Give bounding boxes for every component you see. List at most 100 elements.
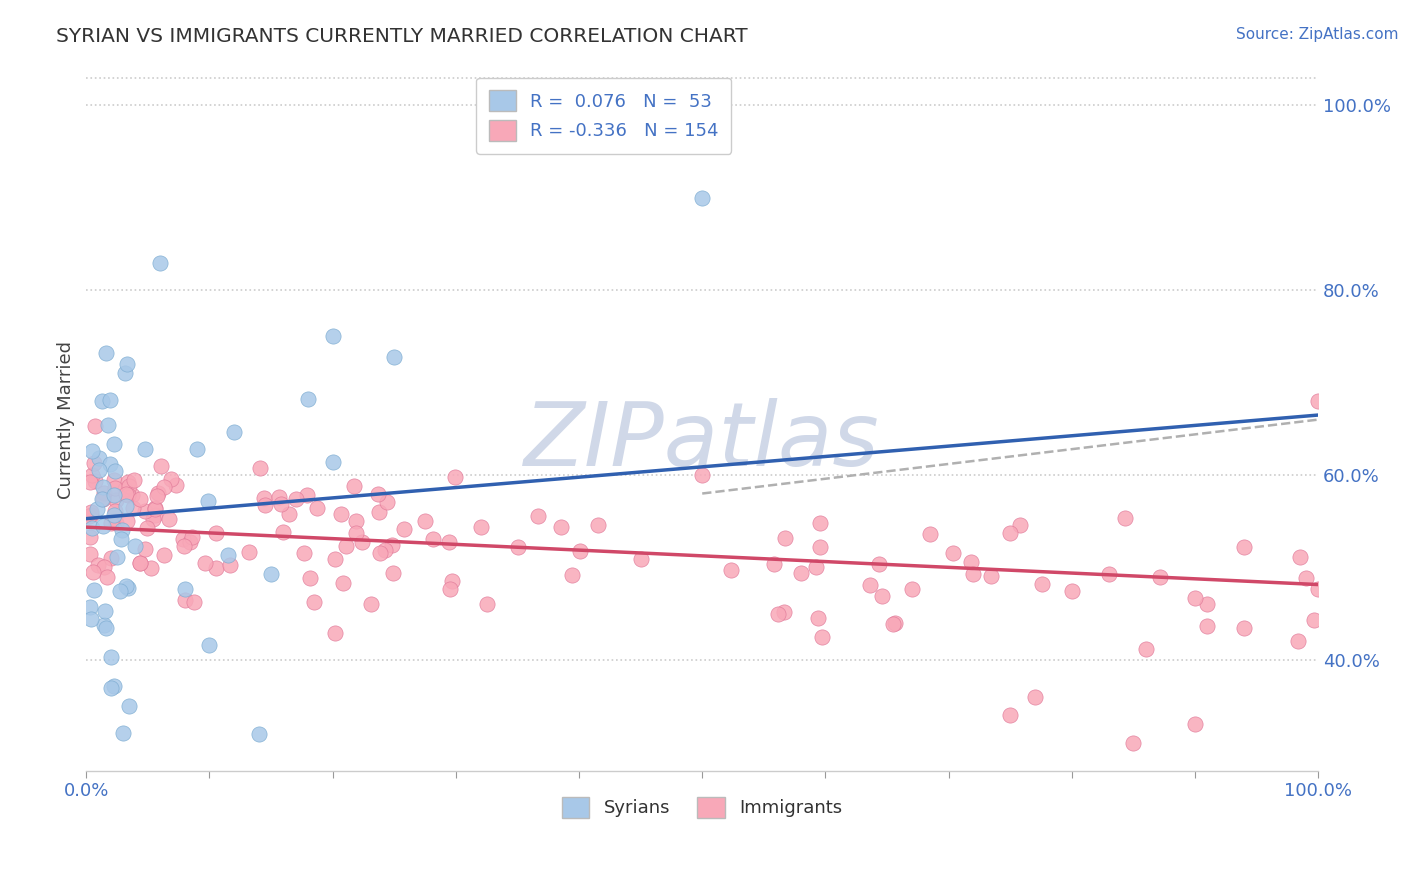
Point [80,612,103,626]
Point [165,478,187,492]
Point [80,508,103,523]
Point [100,650,122,665]
Point [173,582,195,596]
Point [103,679,125,693]
Point [79,505,101,519]
Point [183,595,205,609]
Point [97,417,120,432]
Point [152,548,174,562]
Point [368,506,391,520]
Point [323,551,346,566]
Point [720,563,742,577]
Point [335,539,357,553]
Point [204,560,226,574]
Point [157,512,180,526]
Point [114,499,136,513]
Point [89,450,111,465]
Point [962,567,984,582]
Point [859,578,882,592]
Point [1024,690,1046,704]
Point [124,539,146,553]
Point [173,539,195,553]
Point [360,598,382,612]
Point [197,494,219,508]
Point [1303,613,1326,627]
Point [180,530,202,544]
Y-axis label: Currently Married: Currently Married [58,341,75,499]
Point [1184,591,1206,606]
Point [122,474,145,488]
Point [1308,394,1330,409]
Point [115,579,138,593]
Point [79,531,101,545]
Point [104,504,127,518]
Point [550,519,572,533]
Point [79,475,101,489]
Point [253,498,276,512]
Point [882,617,904,632]
Point [82,467,104,482]
Point [690,468,713,483]
Point [980,569,1002,583]
Point [82,444,104,458]
Point [277,507,299,521]
Point [129,556,152,570]
Point [143,508,166,522]
Point [1135,642,1157,657]
Point [136,521,159,535]
Point [93,486,115,500]
Point [381,538,404,552]
Point [329,508,352,522]
Point [1031,577,1053,591]
Point [86,558,108,573]
Point [86,502,108,516]
Point [443,470,465,484]
Point [84,419,107,434]
Point [105,516,128,530]
Point [527,508,550,523]
Point [110,532,132,546]
Text: Source: ZipAtlas.com: Source: ZipAtlas.com [1236,27,1399,42]
Point [374,543,396,558]
Point [295,488,318,502]
Point [762,557,785,571]
Point [305,501,328,516]
Point [134,504,156,518]
Point [561,567,583,582]
Point [382,351,405,365]
Point [179,534,201,549]
Point [588,517,610,532]
Point [100,551,122,566]
Point [343,479,366,493]
Point [91,491,114,506]
Point [477,597,499,611]
Point [103,473,125,487]
Point [1149,570,1171,584]
Point [117,487,139,501]
Point [413,514,436,528]
Point [77,509,100,524]
Point [920,527,942,541]
Legend: Syrians, Immigrants: Syrians, Immigrants [555,789,849,825]
Point [94,621,117,635]
Point [91,480,114,494]
Point [367,487,389,501]
Point [108,583,131,598]
Point [128,492,150,507]
Point [470,520,492,534]
Point [219,558,242,572]
Point [96,346,118,360]
Point [1233,541,1256,555]
Point [114,366,136,380]
Point [1289,550,1312,565]
Point [143,500,166,515]
Point [82,521,104,535]
Point [270,497,292,511]
Point [322,454,344,468]
Point [350,535,373,549]
Point [129,557,152,571]
Point [773,605,796,619]
Point [942,546,965,560]
Point [93,604,115,618]
Point [1195,597,1218,611]
